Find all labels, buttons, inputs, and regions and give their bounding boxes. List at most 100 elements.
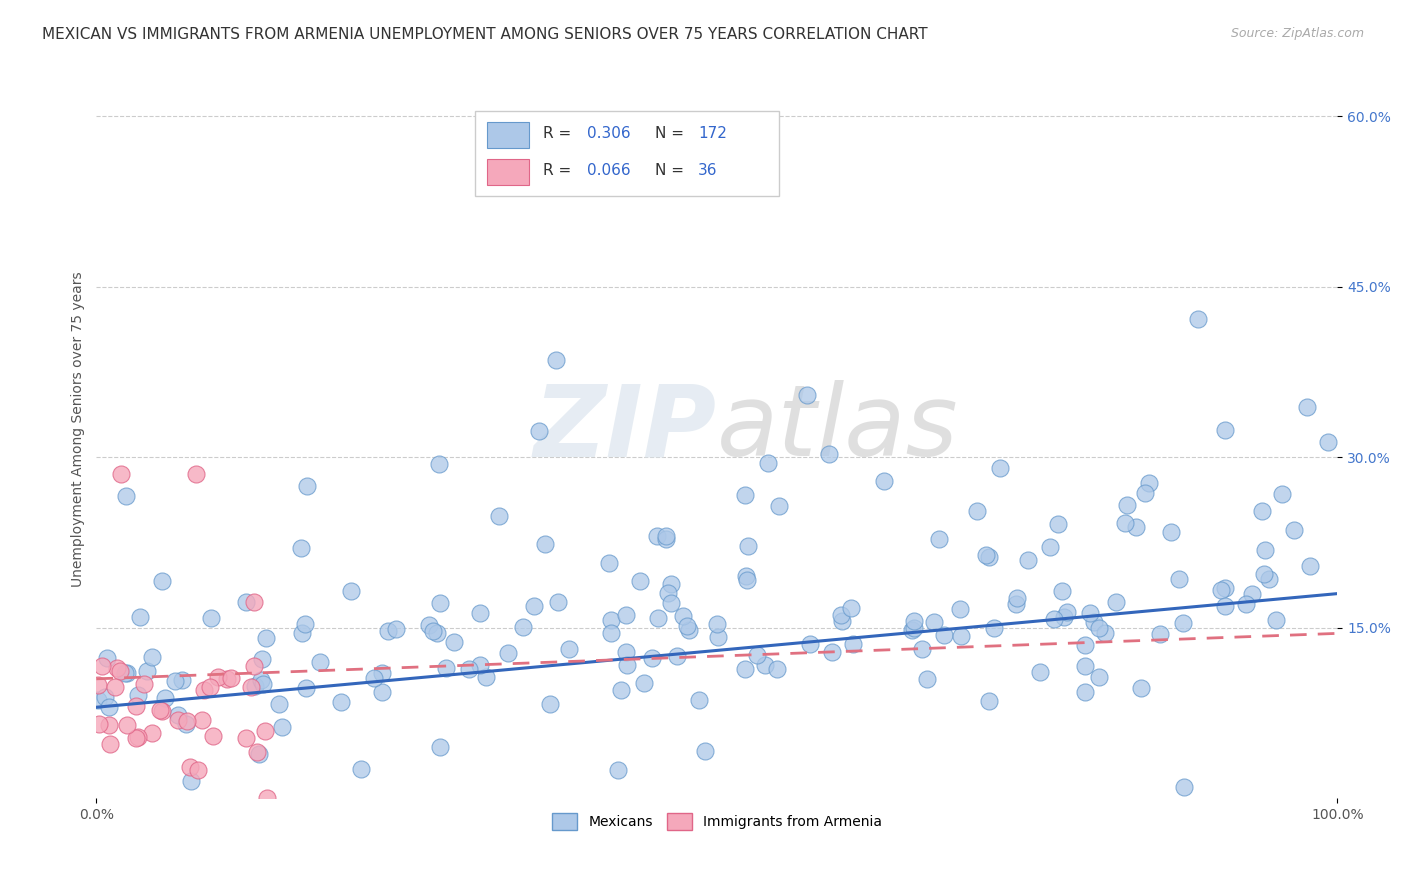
Point	[127, 688, 149, 702]
Point	[1213, 423, 1236, 437]
Point	[901, 623, 924, 637]
Point	[600, 613, 623, 627]
Point	[903, 615, 925, 629]
Point	[1094, 625, 1116, 640]
Point	[659, 596, 682, 610]
Point	[1088, 670, 1111, 684]
Point	[191, 713, 214, 727]
Point	[1160, 525, 1182, 540]
Point	[1295, 400, 1317, 414]
Point	[1264, 613, 1286, 627]
Point	[756, 457, 779, 471]
Point	[616, 657, 638, 672]
Point	[659, 576, 682, 591]
Point	[104, 680, 127, 694]
Point	[976, 549, 998, 563]
Point	[96, 651, 118, 665]
Point	[1083, 615, 1105, 629]
Point	[654, 528, 676, 542]
Text: atlas: atlas	[717, 380, 959, 477]
Point	[678, 623, 700, 637]
Point	[747, 648, 769, 662]
FancyBboxPatch shape	[488, 159, 530, 186]
Point	[488, 509, 510, 524]
Point	[87, 678, 110, 692]
Point	[176, 714, 198, 728]
Point	[977, 694, 1000, 708]
Point	[630, 574, 652, 589]
Point	[1271, 487, 1294, 501]
Point	[1074, 658, 1097, 673]
Point	[1056, 605, 1078, 619]
Text: Source: ZipAtlas.com: Source: ZipAtlas.com	[1230, 27, 1364, 40]
Point	[291, 626, 314, 640]
Point	[1213, 581, 1236, 595]
Point	[1005, 597, 1028, 611]
Point	[768, 499, 790, 513]
Point	[193, 682, 215, 697]
Point	[831, 614, 853, 628]
FancyBboxPatch shape	[475, 112, 779, 196]
Point	[87, 716, 110, 731]
Point	[426, 625, 449, 640]
Point	[796, 388, 818, 402]
Point	[134, 676, 156, 690]
Point	[219, 671, 242, 685]
Point	[641, 650, 664, 665]
Text: 172: 172	[699, 126, 727, 141]
Point	[377, 624, 399, 639]
Point	[110, 467, 132, 482]
Point	[141, 649, 163, 664]
FancyBboxPatch shape	[488, 121, 530, 148]
Point	[385, 622, 408, 636]
Point	[988, 460, 1011, 475]
Point	[295, 681, 318, 695]
Point	[671, 609, 693, 624]
Point	[240, 681, 263, 695]
Point	[309, 655, 332, 669]
Point	[179, 760, 201, 774]
Text: R =: R =	[543, 126, 576, 141]
Point	[1116, 499, 1139, 513]
Point	[434, 661, 457, 675]
Point	[458, 662, 481, 676]
Point	[707, 630, 730, 644]
Point	[1125, 520, 1147, 534]
Point	[125, 699, 148, 714]
Point	[1168, 573, 1191, 587]
Point	[1017, 553, 1039, 567]
Point	[184, 467, 207, 482]
Point	[754, 657, 776, 672]
Text: 0.306: 0.306	[586, 126, 630, 141]
Point	[243, 595, 266, 609]
Text: N =: N =	[655, 126, 689, 141]
Point	[842, 637, 865, 651]
Point	[1104, 594, 1126, 608]
Point	[149, 703, 172, 717]
Point	[1211, 582, 1233, 597]
Point	[821, 644, 844, 658]
Point	[614, 607, 637, 622]
Point	[1039, 540, 1062, 554]
Point	[1074, 684, 1097, 698]
Point	[598, 556, 620, 570]
Point	[1129, 681, 1152, 695]
Point	[256, 791, 278, 805]
Point	[198, 680, 221, 694]
Point	[468, 606, 491, 620]
Text: ZIP: ZIP	[534, 380, 717, 477]
Point	[1042, 612, 1064, 626]
Point	[1088, 621, 1111, 635]
Point	[443, 635, 465, 649]
Point	[977, 549, 1000, 564]
Point	[247, 747, 270, 761]
Point	[125, 731, 148, 746]
Point	[1213, 599, 1236, 613]
Point	[1053, 609, 1076, 624]
Point	[90, 658, 112, 673]
Point	[105, 661, 128, 675]
Point	[675, 619, 697, 633]
Point	[734, 662, 756, 676]
Point	[252, 677, 274, 691]
Point	[735, 573, 758, 587]
